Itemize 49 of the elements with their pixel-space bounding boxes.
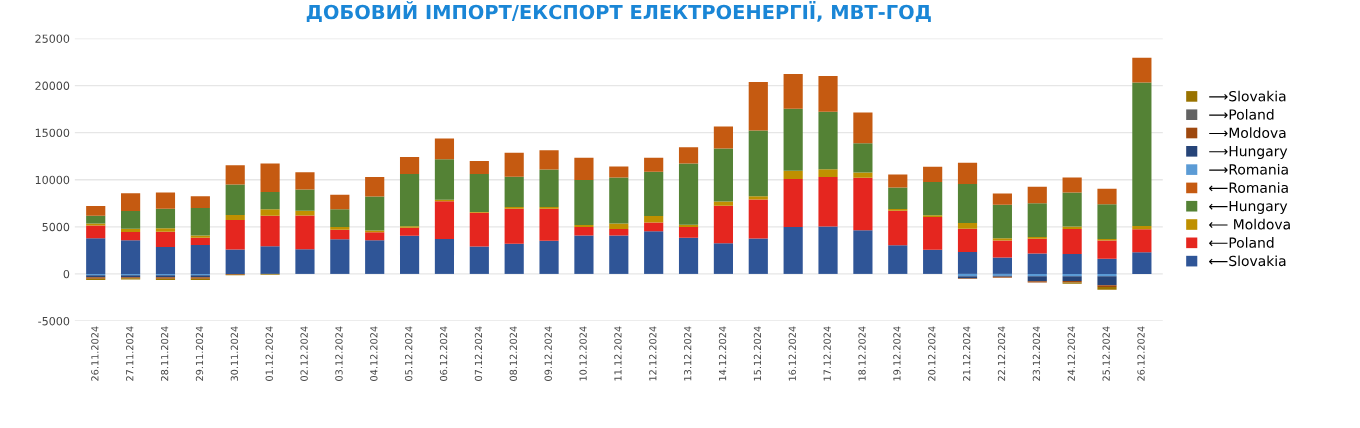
x-tick-label: 10.12.2024 <box>579 326 587 381</box>
x-tick-label: 26.11.2024 <box>91 326 99 381</box>
x-tick-label: 05.12.2024 <box>405 326 413 381</box>
y-tick-label: 20000 <box>35 81 70 90</box>
x-tick-label: 18.12.2024 <box>858 326 866 381</box>
x-tick-label: 08.12.2024 <box>509 326 518 381</box>
x-tick-label: 04.12.2024 <box>370 326 378 381</box>
x-tick-label: 03.12.2024 <box>335 326 343 381</box>
legend-label: ⟶Slovakia <box>1209 90 1286 102</box>
x-tick-label: 06.12.2024 <box>439 326 448 381</box>
y-tick-label: 25000 <box>35 34 70 43</box>
x-tick-label: 25.12.2024 <box>1102 326 1110 381</box>
legend-label: ⟵ Moldova <box>1209 218 1290 230</box>
chart-title: ДОБОВИЙ ІМПОРТ/ЕКСПОРТ ЕЛЕКТРОЕНЕРГІЇ, МВТ-ГОД <box>306 1 931 23</box>
x-tick-label: 19.12.2024 <box>893 326 901 381</box>
legend-label: ⟶Romania <box>1209 163 1288 175</box>
x-tick-label: 17.12.2024 <box>823 326 831 381</box>
x-tick-label: 01.12.2024 <box>265 326 273 381</box>
y-tick-label: 15000 <box>35 128 70 138</box>
x-tick-label: 26.12.2024 <box>1137 326 1145 381</box>
y-tick-label: 0 <box>63 269 70 279</box>
x-tick-label: 13.12.2024 <box>684 326 692 381</box>
x-tick-label: 02.12.2024 <box>300 326 308 381</box>
x-tick-label: 20.12.2024 <box>928 326 936 381</box>
x-tick-label: 14.12.2024 <box>718 326 727 381</box>
y-tick-label: 5000 <box>42 222 70 232</box>
x-tick-label: 21.12.2024 <box>962 326 971 381</box>
x-tick-label: 24.12.2024 <box>1067 326 1075 381</box>
x-tick-label: 09.12.2024 <box>544 326 552 381</box>
x-tick-label: 29.11.2024 <box>195 326 204 381</box>
legend-label: ⟵Poland <box>1209 237 1274 248</box>
y-tick-label: 10000 <box>35 175 70 185</box>
legend-label: ⟶Poland <box>1209 108 1274 120</box>
x-tick-label: 30.11.2024 <box>230 326 239 381</box>
y-tick-label: -5000 <box>38 316 70 326</box>
x-tick-label: 23.12.2024 <box>1032 326 1041 381</box>
x-tick-label: 15.12.2024 <box>753 326 762 381</box>
legend-label: ⟵Hungary <box>1209 200 1288 214</box>
x-tick-label: 16.12.2024 <box>788 326 796 381</box>
legend-label: ⟵Slovakia <box>1209 255 1286 267</box>
x-tick-label: 12.12.2024 <box>649 326 657 381</box>
x-tick-label: 11.12.2024 <box>614 326 622 381</box>
x-tick-label: 27.11.2024 <box>126 326 134 381</box>
legend-label: ⟶Moldova <box>1209 127 1286 139</box>
legend-label: ⟵Romania <box>1209 182 1288 193</box>
legend-label: ⟶Hungary <box>1209 146 1288 160</box>
x-tick-label: 28.11.2024 <box>160 326 169 381</box>
x-tick-label: 07.12.2024 <box>474 326 483 381</box>
x-tick-label: 22.12.2024 <box>997 326 1006 381</box>
